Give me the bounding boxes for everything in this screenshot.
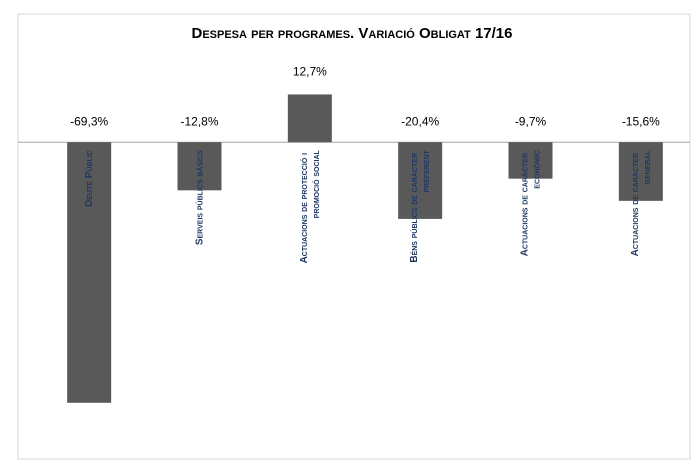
x-tick-label: Deute Públic bbox=[84, 150, 95, 207]
bar bbox=[398, 142, 443, 219]
bar bbox=[177, 142, 222, 191]
x-tick-label: Béns públics de caràcter preferent bbox=[409, 149, 432, 262]
x-tick-label: Actuacions de caràcter general bbox=[629, 149, 652, 256]
value-label: -12,8% bbox=[180, 114, 218, 128]
bar bbox=[618, 142, 663, 201]
value-label: -9,7% bbox=[515, 114, 547, 128]
bar bbox=[508, 142, 553, 179]
value-label: -20,4% bbox=[401, 114, 439, 128]
value-label: -69,3% bbox=[70, 114, 108, 128]
value-label: -15,6% bbox=[622, 114, 660, 128]
x-tick-label: Actuacions de caràcter econòmic bbox=[519, 150, 542, 256]
value-label: 12,7% bbox=[293, 65, 327, 79]
bar bbox=[67, 142, 112, 403]
chart-frame bbox=[17, 13, 691, 460]
bar bbox=[287, 94, 332, 143]
chart-title: Despesa per programes. Variació Obligat … bbox=[192, 25, 513, 42]
x-tick-label: Serveis públics bàsics bbox=[194, 150, 205, 245]
x-tick-label: Actuacions de protecció i promoció socia… bbox=[298, 149, 321, 263]
